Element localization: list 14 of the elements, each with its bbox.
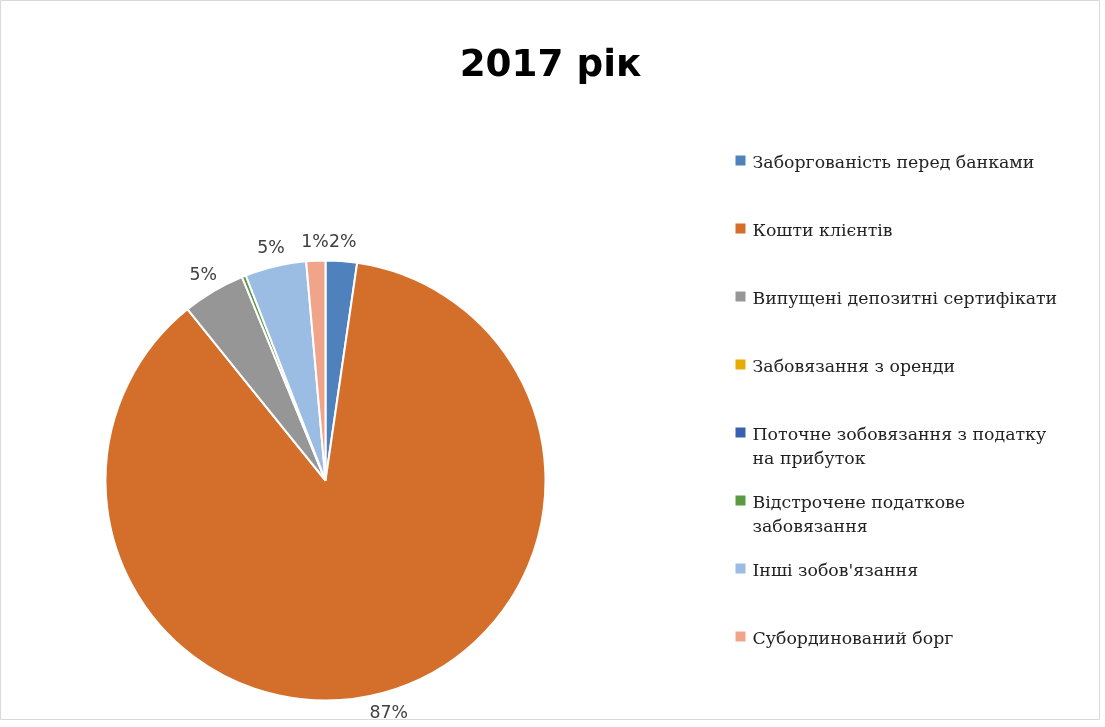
legend-label: Заборгованість перед банками — [752, 151, 1035, 172]
data-label: 1% — [301, 230, 329, 251]
data-label: 87% — [369, 701, 409, 722]
legend-label: Інші зобов'язання — [752, 559, 919, 580]
legend-label: Субординований борг — [752, 627, 954, 648]
legend-label: Забовязання з оренди — [752, 355, 956, 376]
chart-title: 2017 рік — [459, 40, 642, 85]
data-label: 2% — [329, 231, 357, 252]
legend-label: Поточне зобовязання з податку на прибуток — [752, 423, 1047, 468]
legend-label: Відстрочене податкове забовязання — [752, 491, 966, 536]
legend-label: Кошти клієнтів — [752, 219, 893, 240]
data-label: 5% — [189, 263, 218, 284]
legend-label: Випущені депозитні сертифікати — [752, 287, 1058, 308]
data-label: 5% — [257, 236, 285, 257]
